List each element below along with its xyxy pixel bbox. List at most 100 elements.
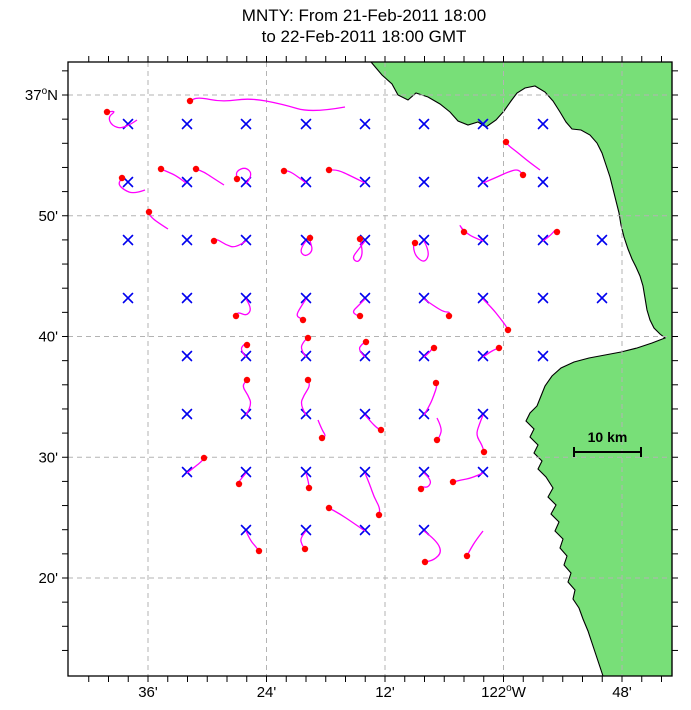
tick-label: 40' (38, 329, 58, 346)
grid-marker-x (300, 118, 312, 130)
tick-label: 24' (257, 684, 277, 701)
drifter-trajectory (245, 530, 260, 552)
drifter-end-dot (519, 171, 527, 179)
release-grid-markers (122, 118, 608, 536)
drifter-trajectory (423, 298, 451, 317)
drifter-end-dot (280, 167, 288, 175)
drifter-trajectory (364, 414, 382, 431)
drifter-trajectory (452, 472, 484, 483)
drifter-trajectories (103, 97, 561, 566)
drifter-trajectory (482, 169, 524, 184)
grid-marker-x (537, 234, 549, 246)
drifter-end-dot (356, 235, 364, 243)
drifter-trajectory (423, 530, 441, 563)
grid-marker-x (537, 176, 549, 188)
drifter-end-dot (421, 558, 429, 566)
tick-label: 122oW (481, 683, 527, 701)
drifter-end-dot (430, 344, 438, 352)
grid-marker-x (596, 292, 608, 304)
drifter-end-dot (255, 547, 263, 555)
grid-marker-x (240, 292, 252, 304)
drifter-end-dot (233, 175, 241, 183)
grid-marker-x (537, 118, 549, 130)
grid-marker-x (418, 466, 430, 478)
drifter-end-dot (232, 312, 240, 320)
drifter-trajectory (160, 168, 187, 184)
drifter-end-dot (375, 511, 383, 519)
grid-marker-x (300, 466, 312, 478)
grid-marker-x (359, 408, 371, 420)
graticule (68, 62, 672, 676)
tick-label: 20' (38, 570, 58, 587)
grid-marker-x (300, 176, 312, 188)
grid-marker-x (418, 350, 430, 362)
drifter-trajectory (436, 417, 442, 441)
drifter-end-dot (304, 376, 312, 384)
tick-label: 48' (612, 684, 632, 701)
drifter-end-dot (299, 316, 307, 324)
drifter-end-dot (243, 341, 251, 349)
drifter-end-dot (553, 228, 561, 236)
grid-marker-x (359, 176, 371, 188)
grid-marker-x (359, 234, 371, 246)
grid-marker-x (122, 234, 134, 246)
drifter-end-dot (243, 376, 251, 384)
drifter-end-dot (433, 436, 441, 444)
drifter-end-dot (417, 485, 425, 493)
drifter-end-dot (318, 434, 326, 442)
land-polygon (369, 61, 673, 677)
drifter-end-dot (460, 228, 468, 236)
drifter-trajectory (186, 457, 205, 474)
figure-title-line1: MNTY: From 21-Feb-2011 18:00 (242, 6, 486, 25)
drifter-end-dot (504, 326, 512, 334)
drifter-end-dot (502, 138, 510, 146)
grid-marker-x (240, 466, 252, 478)
drifter-trajectory (505, 141, 541, 171)
drifter-trajectory (329, 169, 366, 184)
grid-marker-x (359, 292, 371, 304)
drifter-end-dot (186, 97, 194, 105)
scale-bar: 10 km (573, 429, 642, 457)
tick-label: 30' (38, 449, 58, 466)
drifter-end-dot (157, 165, 165, 173)
drifter-trajectory (352, 238, 366, 263)
drifter-end-dot (200, 454, 208, 462)
grid-marker-x (359, 524, 371, 536)
drifter-end-dot (210, 237, 218, 245)
plot-root: 36' 24' 12' 122oW 48' 37oN 50' 40' 30' 20' 10 km (25, 56, 678, 701)
drifter-end-dot (118, 174, 126, 182)
scale-bar-label: 10 km (588, 429, 628, 445)
tick-label: 12' (375, 684, 395, 701)
drifter-end-dot (325, 504, 333, 512)
drifter-trajectory (423, 382, 438, 416)
drifter-end-dot (103, 108, 111, 116)
grid-marker-x (240, 524, 252, 536)
drifter-end-dot (463, 552, 471, 560)
grid-marker-x (181, 118, 193, 130)
drifter-end-dot (306, 234, 314, 242)
grid-marker-x (359, 466, 371, 478)
drifter-trajectory (466, 530, 484, 557)
grid-marker-x (300, 524, 312, 536)
grid-marker-x (181, 466, 193, 478)
drifter-end-dot (301, 545, 309, 553)
drifter-end-dot (145, 208, 153, 216)
drifter-end-dot (449, 478, 457, 486)
drifter-end-dot (432, 379, 440, 387)
grid-marker-x (537, 350, 549, 362)
grid-marker-x (418, 176, 430, 188)
tick-label: 50' (38, 208, 58, 225)
grid-marker-x (477, 292, 489, 304)
figure-title-line2: to 22-Feb-2011 18:00 GMT (262, 27, 467, 46)
drifter-trajectory (284, 170, 307, 184)
drifter-end-dot (377, 426, 385, 434)
axis-tick-labels: 36' 24' 12' 122oW 48' 37oN 50' 40' 30' 20' (25, 86, 632, 701)
drifter-trajectory (328, 507, 366, 532)
grid-marker-x (418, 524, 430, 536)
drifter-trajectory (482, 298, 509, 331)
grid-marker-x (418, 118, 430, 130)
tick-label: 36' (138, 684, 158, 701)
drifter-trajectory (300, 238, 313, 257)
drifter-trajectory (148, 211, 169, 230)
